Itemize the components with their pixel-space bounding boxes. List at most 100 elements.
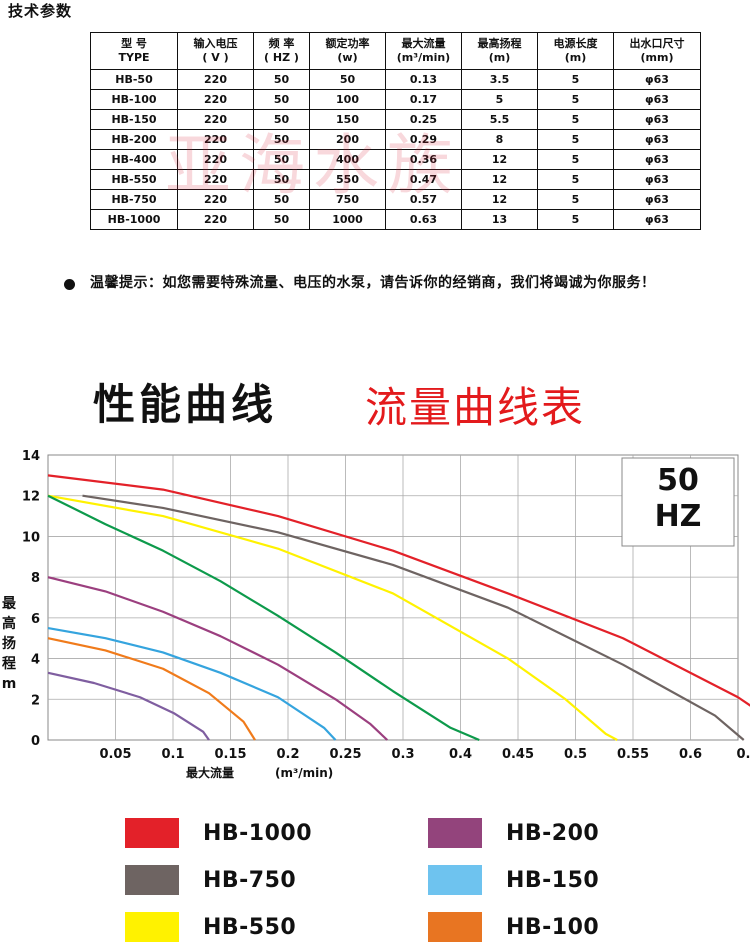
series-line-hb-100 [47, 637, 256, 741]
table-cell: φ63 [613, 69, 701, 90]
table-cell: 5 [537, 89, 614, 110]
x-tick-label: 0.2 [276, 747, 299, 762]
header-unit: ( V ) [202, 51, 229, 64]
table-cell: 0.29 [385, 129, 462, 150]
table-cell: HB-400 [90, 149, 178, 170]
header-unit: (m) [564, 51, 587, 64]
x-tick-label: 0.25 [329, 747, 361, 762]
header-label: 型 号 [121, 37, 147, 50]
table-cell: HB-550 [90, 169, 178, 190]
header-label: 额定功率 [325, 37, 370, 50]
x-tick-label: 0.55 [617, 747, 649, 762]
table-cell: 550 [309, 169, 386, 190]
table-cell: 5 [537, 189, 614, 210]
header-label: 频 率 [268, 37, 295, 50]
header-unit: (m) [488, 51, 511, 64]
table-row: HB-1000 220 50 1000 0.63 13 5 φ63 [90, 209, 701, 230]
x-tick-label: 0.05 [99, 747, 131, 762]
spec-table-header-cell: 输入电压( V ) [177, 32, 254, 70]
table-cell: 5 [537, 209, 614, 230]
table-cell: HB-50 [90, 69, 178, 90]
table-cell: 400 [309, 149, 386, 170]
performance-chart: 0 2 4 6 8 10 12 14 0.05 0.1 0.15 0.2 0.25 0.3 0.4 0.45 0… [2, 449, 750, 780]
series-line-hb-50 [47, 671, 210, 741]
x-tick-label: 0.4 [449, 747, 472, 762]
table-cell: 220 [177, 129, 254, 150]
y-tick-label: 4 [31, 653, 40, 668]
table-row: HB-50 220 50 50 0.13 3.5 5 φ63 [90, 69, 701, 90]
table-row: HB-200 220 50 200 0.29 8 5 φ63 [90, 129, 701, 150]
table-cell: 12 [461, 169, 538, 190]
table-cell: HB-750 [90, 189, 178, 210]
x-tick-label: 0.45 [502, 747, 534, 762]
table-cell: 50 [253, 89, 310, 110]
legend-swatch [125, 818, 179, 848]
spec-table-header-cell: 最高扬程 (m) [461, 32, 538, 70]
spec-table-header-cell: 最大流量 (m³/min) [385, 32, 462, 70]
y-axis-label-char: 高 [2, 615, 16, 632]
table-cell: 13 [461, 209, 538, 230]
y-tick-label: 14 [22, 449, 40, 464]
frequency-badge-value: 50 [657, 463, 699, 498]
spec-table-header-cell: 频 率( HZ ) [253, 32, 310, 70]
performance-subtitle: 流量曲线表 [365, 383, 586, 432]
table-cell: 12 [461, 149, 538, 170]
table-cell: 100 [309, 89, 386, 110]
table-cell: 5.5 [461, 109, 538, 130]
legend-label: HB-150 [506, 867, 600, 893]
table-cell: φ63 [613, 109, 701, 130]
table-cell: 50 [253, 69, 310, 90]
legend-item: HB-1000 [125, 818, 312, 848]
table-cell: 50 [253, 109, 310, 130]
legend-item: HB-150 [428, 865, 599, 895]
bullet-icon [64, 279, 75, 290]
table-cell: 220 [177, 189, 254, 210]
legend-item: HB-750 [125, 865, 296, 895]
series-line-hb-1000 [47, 474, 750, 707]
x-tick-label: 0.3 [391, 747, 414, 762]
header-unit: (w) [337, 51, 358, 64]
x-axis-unit: (m³/min) [275, 766, 333, 780]
spec-table-body: HB-50 220 50 50 0.13 3.5 5 φ63 HB-100 220 50 100 0.1… [90, 69, 701, 230]
table-cell: 220 [177, 209, 254, 230]
x-axis-label: 最大流量 [186, 765, 234, 780]
notice-text: 温馨提示：如您需要特殊流量、电压的水泵，请告诉你的经销商，我们将竭诚为你服务！ [90, 275, 656, 291]
legend-item: HB-200 [428, 818, 599, 848]
table-row: HB-750 220 50 750 0.57 12 5 φ63 [90, 189, 701, 210]
table-cell: 50 [253, 149, 310, 170]
header-label: 出水口尺寸 [629, 37, 685, 50]
table-cell: 50 [253, 129, 310, 150]
table-row: HB-150 220 50 150 0.25 5.5 5 φ63 [90, 109, 701, 130]
series-line-hb-550 [47, 494, 618, 741]
table-cell: φ63 [613, 169, 701, 190]
table-row: HB-550 220 50 550 0.47 12 5 φ63 [90, 169, 701, 190]
table-cell: 220 [177, 69, 254, 90]
legend-swatch [125, 865, 179, 895]
table-cell: 0.13 [385, 69, 462, 90]
y-tick-label: 8 [31, 571, 40, 586]
header-label: 输入电压 [193, 37, 238, 50]
x-tick-label: 0.6 [736, 747, 750, 762]
table-cell: φ63 [613, 149, 701, 170]
header-label: 最大流量 [401, 37, 446, 50]
x-tick-label: 0.15 [214, 747, 246, 762]
table-cell: 200 [309, 129, 386, 150]
frequency-badge-box [621, 457, 735, 547]
legend-swatch [125, 912, 179, 942]
legend-label: HB-750 [203, 867, 297, 893]
table-cell: 0.47 [385, 169, 462, 190]
legend-item: HB-100 [428, 912, 599, 942]
header-unit: TYPE [118, 51, 150, 64]
table-cell: 50 [309, 69, 386, 90]
table-cell: 220 [177, 109, 254, 130]
spec-table: 型 号 TYPE 输入电压( V ) 频 率( HZ ) 额定功率 (w) 最大流量 (m³/… [90, 32, 701, 230]
table-cell: 220 [177, 169, 254, 190]
y-axis-label-char: 扬 [2, 635, 16, 652]
legend-label: HB-200 [506, 820, 600, 846]
spec-table-header-cell: 型 号 TYPE [90, 32, 178, 70]
y-axis-label-char: 程 [2, 656, 16, 672]
table-cell: HB-200 [90, 129, 178, 150]
spec-table-header-row: 型 号 TYPE 输入电压( V ) 频 率( HZ ) 额定功率 (w) 最大流量 (m³/… [90, 32, 701, 70]
legend-swatch [428, 818, 482, 848]
spec-table-header-cell: 出水口尺寸 (mm) [613, 32, 701, 70]
